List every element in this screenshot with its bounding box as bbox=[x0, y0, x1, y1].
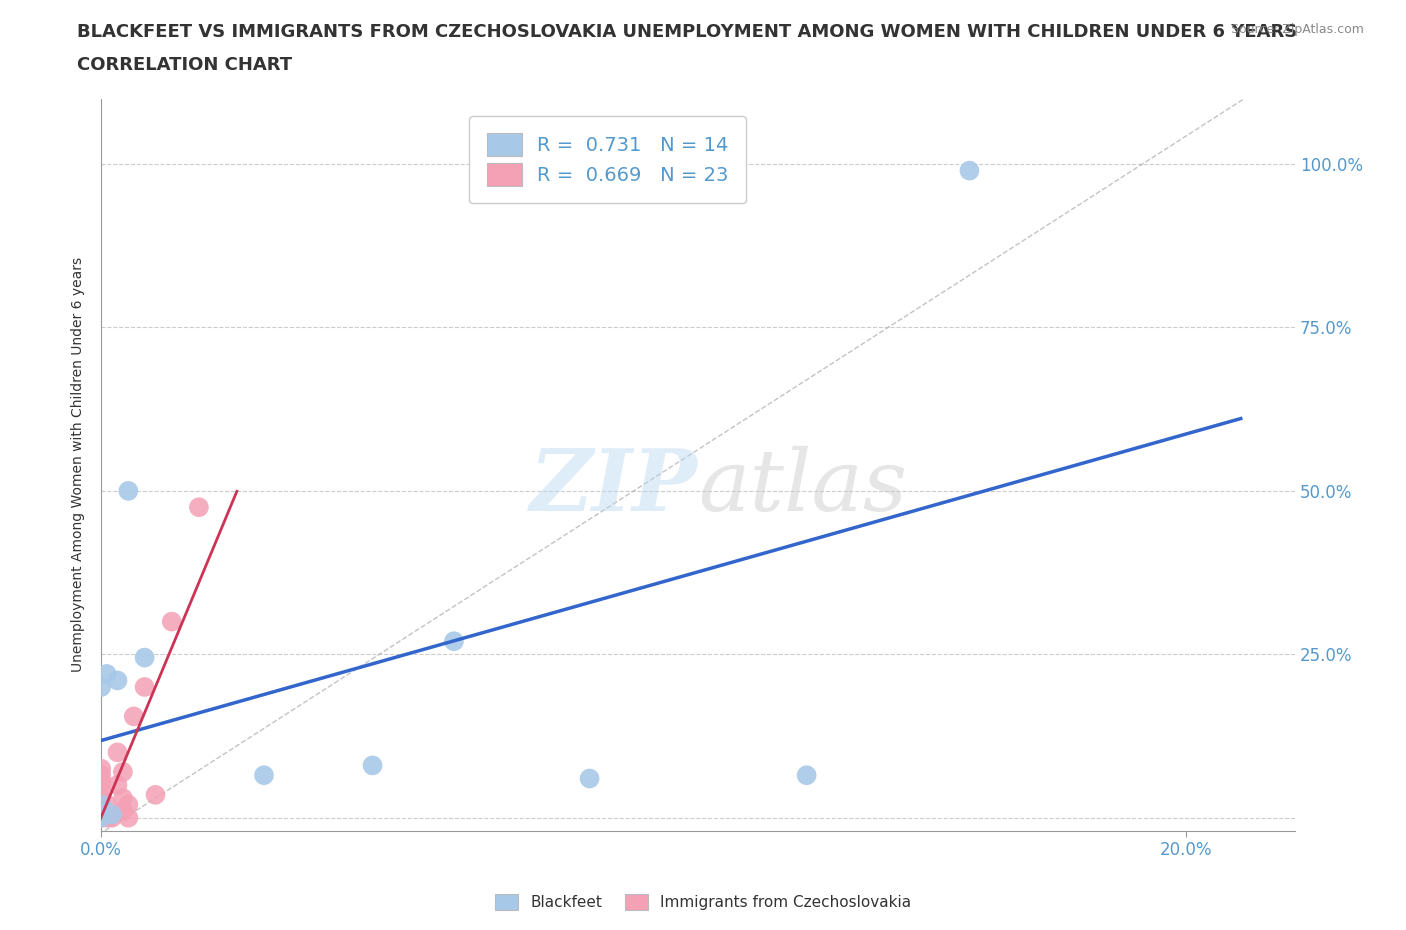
Text: ZIP: ZIP bbox=[530, 445, 699, 528]
Legend: Blackfeet, Immigrants from Czechoslovakia: Blackfeet, Immigrants from Czechoslovaki… bbox=[488, 886, 918, 918]
Point bbox=[111, 790, 134, 805]
Text: CORRELATION CHART: CORRELATION CHART bbox=[77, 56, 292, 73]
Point bbox=[90, 784, 112, 799]
Y-axis label: Unemployment Among Women with Children Under 6 years: Unemployment Among Women with Children U… bbox=[72, 258, 86, 672]
Point bbox=[796, 768, 818, 783]
Point bbox=[90, 810, 112, 825]
Point bbox=[361, 758, 384, 773]
Point bbox=[111, 764, 134, 779]
Point bbox=[134, 650, 156, 665]
Point bbox=[90, 804, 112, 818]
Point bbox=[96, 667, 118, 682]
Point bbox=[90, 797, 112, 812]
Point bbox=[443, 633, 465, 648]
Point bbox=[122, 709, 145, 724]
Point bbox=[107, 745, 129, 760]
Point bbox=[160, 614, 183, 629]
Point bbox=[145, 788, 167, 803]
Point bbox=[90, 790, 112, 805]
Point bbox=[957, 163, 980, 178]
Point bbox=[101, 810, 124, 825]
Point bbox=[101, 807, 124, 822]
Legend: R =  0.731   N = 14, R =  0.669   N = 23: R = 0.731 N = 14, R = 0.669 N = 23 bbox=[470, 115, 747, 204]
Point bbox=[107, 777, 129, 792]
Point bbox=[117, 797, 139, 812]
Point bbox=[90, 775, 112, 790]
Text: atlas: atlas bbox=[699, 445, 907, 528]
Point bbox=[90, 797, 112, 812]
Point bbox=[253, 768, 276, 783]
Point bbox=[90, 762, 112, 777]
Point bbox=[96, 810, 118, 825]
Point bbox=[90, 768, 112, 783]
Point bbox=[90, 810, 112, 825]
Point bbox=[578, 771, 600, 786]
Point bbox=[117, 810, 139, 825]
Point bbox=[187, 499, 209, 514]
Text: BLACKFEET VS IMMIGRANTS FROM CZECHOSLOVAKIA UNEMPLOYMENT AMONG WOMEN WITH CHILDR: BLACKFEET VS IMMIGRANTS FROM CZECHOSLOVA… bbox=[77, 23, 1298, 41]
Point bbox=[111, 804, 134, 818]
Point bbox=[90, 680, 112, 695]
Point bbox=[134, 680, 156, 695]
Point bbox=[96, 797, 118, 812]
Point bbox=[117, 484, 139, 498]
Point bbox=[107, 673, 129, 688]
Text: Source: ZipAtlas.com: Source: ZipAtlas.com bbox=[1230, 23, 1364, 36]
